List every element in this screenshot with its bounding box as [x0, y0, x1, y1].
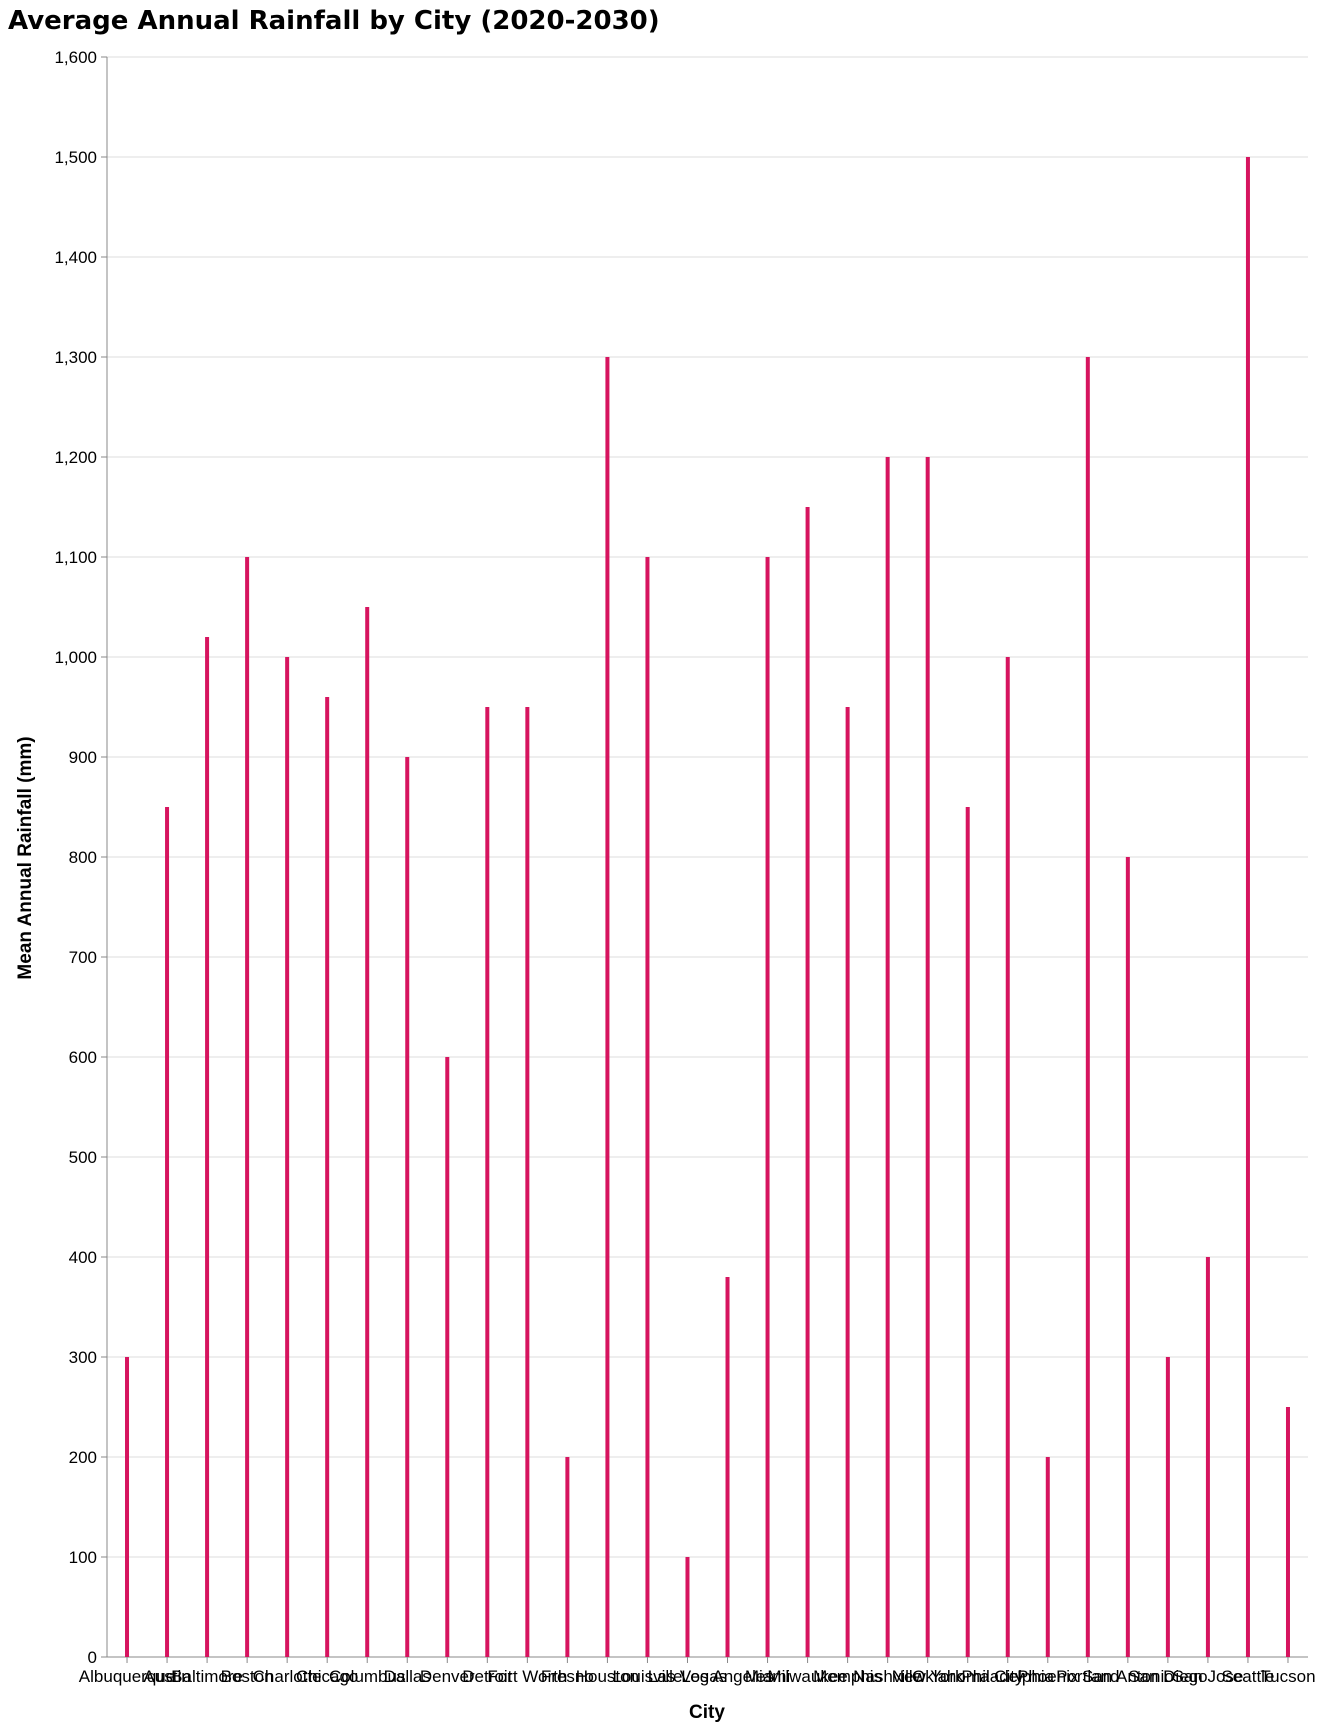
bar [205, 637, 210, 1657]
bars [125, 157, 1290, 1657]
bar [965, 807, 970, 1657]
bar [405, 757, 410, 1657]
x-tick-label: Phoenix [1017, 1667, 1079, 1686]
y-tick-label: 0 [88, 1648, 97, 1667]
y-axis-title: Mean Annual Rainfall (mm) [15, 736, 36, 979]
bar [725, 1277, 730, 1657]
x-tick-label: Fresno [541, 1667, 594, 1686]
gridlines [107, 56, 1308, 1558]
x-tick-label: Seattle [1221, 1667, 1274, 1686]
bar [485, 707, 490, 1657]
x-tick-label: Baltimore [171, 1667, 243, 1686]
bar [1125, 857, 1130, 1657]
x-tick-label: Austin [143, 1667, 190, 1686]
y-tick-label: 1,300 [54, 348, 97, 367]
y-tick-label: 100 [69, 1548, 97, 1567]
bar [1205, 1257, 1210, 1657]
x-tick-label: Louisville [612, 1667, 682, 1686]
x-tick-label: Portland [1056, 1667, 1119, 1686]
bar [245, 557, 250, 1657]
bar [605, 357, 610, 1657]
y-tick-label: 500 [69, 1148, 97, 1167]
bar [165, 807, 170, 1657]
x-tick-label: Nashville [853, 1667, 922, 1686]
y-tick-label: 300 [69, 1348, 97, 1367]
bar [1045, 1457, 1050, 1657]
bar [1005, 657, 1010, 1657]
y-tick-label: 200 [69, 1448, 97, 1467]
bar [925, 457, 930, 1657]
bar [1245, 157, 1250, 1657]
x-axis-title: City [689, 1702, 725, 1723]
bar [645, 557, 650, 1657]
bar [1085, 357, 1090, 1657]
x-tick-label: Milwaukee [767, 1667, 847, 1686]
x-tick-label: Chicago [296, 1667, 358, 1686]
bar [845, 707, 850, 1657]
bar [525, 707, 530, 1657]
x-tick-label: San Antonio [1082, 1667, 1174, 1686]
chart-title: Average Annual Rainfall by City (2020-20… [8, 6, 660, 36]
x-tick-label: Houston [576, 1667, 639, 1686]
y-tick-label: 1,100 [54, 548, 97, 567]
bar [1165, 1357, 1170, 1657]
y-tick-label: 600 [69, 1048, 97, 1067]
x-tick-label: San Jose [1172, 1667, 1243, 1686]
x-tick-label: Tucson [1260, 1667, 1315, 1686]
y-tick-label: 400 [69, 1248, 97, 1267]
bar [125, 1357, 130, 1657]
x-tick-label: Oklahoma City [912, 1667, 1024, 1686]
x-tick-label: Charlotte [253, 1667, 322, 1686]
y-tick-labels: 0 100 200 300 400 500 600 700 800 900 1,000 1,100 1,… [54, 48, 97, 1667]
x-tick-label: Albuquerque [79, 1667, 175, 1686]
y-tick-label: 1,500 [54, 148, 97, 167]
x-tick-label: Los Angeles [681, 1667, 774, 1686]
x-tick-label: Dallas [384, 1667, 431, 1686]
x-tick-label: New York [892, 1667, 964, 1686]
x-tick-label: Las Vegas [648, 1667, 727, 1686]
x-tick-label: Columbus [329, 1667, 406, 1686]
x-tick-label: Fort Worth [487, 1667, 567, 1686]
bar [285, 657, 290, 1657]
bar [765, 557, 770, 1657]
x-tick-labels: AlbuquerqueAustinBaltimoreBostonCharlott… [79, 1667, 1316, 1686]
bar [805, 507, 810, 1657]
bar [565, 1457, 570, 1657]
y-tick-label: 800 [69, 848, 97, 867]
bar [1285, 1407, 1290, 1657]
x-tick-label: Boston [221, 1667, 274, 1686]
x-tick-label: Miami [745, 1667, 790, 1686]
y-tick-label: 1,200 [54, 448, 97, 467]
y-tick-label: 1,600 [54, 48, 97, 67]
bar [685, 1557, 690, 1657]
x-tick-label: Philadelphia [961, 1667, 1054, 1686]
bar [445, 1057, 450, 1657]
x-tick-label: Detroit [462, 1667, 512, 1686]
x-tick-label: Denver [420, 1667, 475, 1686]
y-tick-label: 900 [69, 748, 97, 767]
x-tick-label: Memphis [813, 1667, 882, 1686]
bar [365, 607, 370, 1657]
y-tick-label: 700 [69, 948, 97, 967]
axes [101, 56, 1308, 1663]
y-tick-label: 1,000 [54, 648, 97, 667]
bar [325, 697, 330, 1657]
y-tick-label: 1,400 [54, 248, 97, 267]
x-tick-label: San Diego [1128, 1667, 1207, 1686]
bar [885, 457, 890, 1657]
